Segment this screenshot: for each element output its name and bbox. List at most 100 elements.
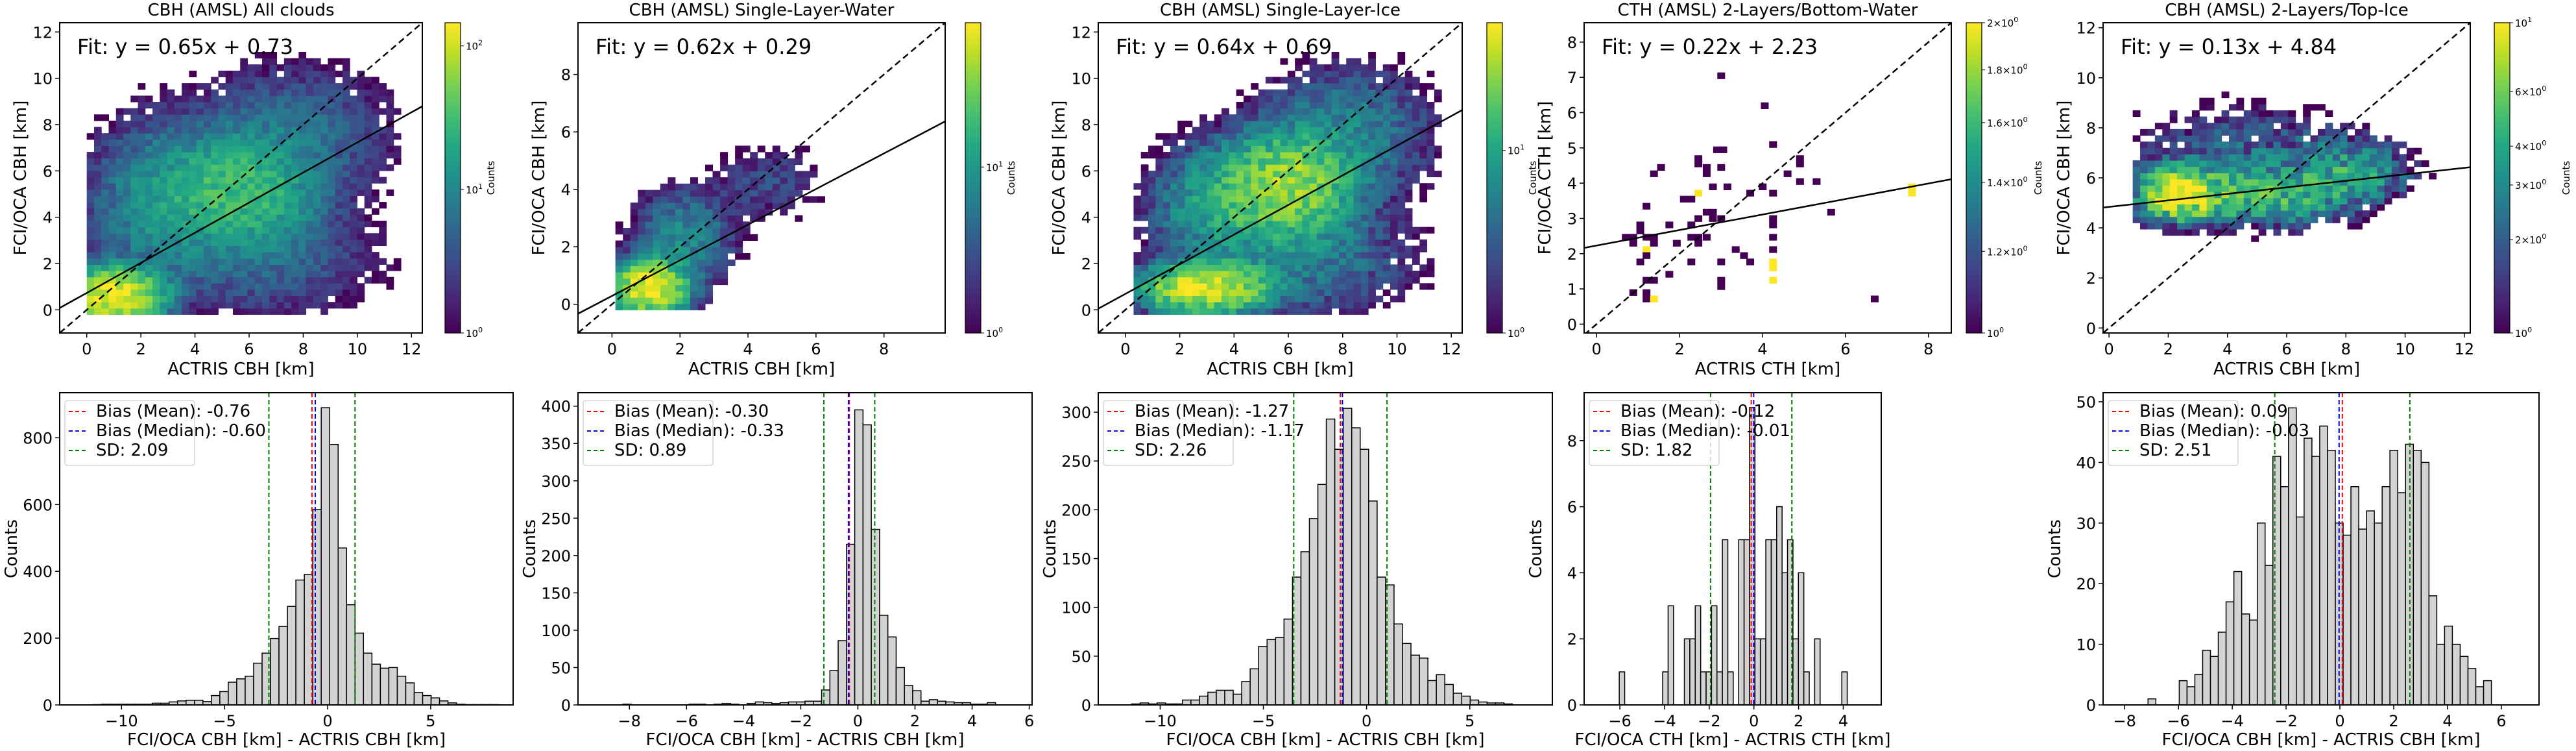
heatmap-cell (1185, 133, 1193, 140)
heatmap-cell (1214, 277, 1222, 284)
heatmap-cell (283, 227, 292, 234)
heatmap-cell (1170, 295, 1178, 302)
heatmap-cell (1251, 264, 1259, 271)
heatmap-cell (720, 265, 728, 273)
heatmap-cell (225, 120, 234, 128)
heatmap-cell (2332, 191, 2341, 199)
heatmap-cell (379, 139, 387, 146)
heatmap-cell (225, 183, 234, 190)
y-tick-label: 30 (2076, 515, 2096, 533)
heatmap-cell (1338, 239, 1347, 247)
heatmap-cell (1177, 214, 1186, 221)
heatmap-cell (1346, 308, 1354, 315)
heatmap-cell (203, 183, 211, 190)
heatmap-cell (1309, 64, 1318, 71)
heatmap-cell (1251, 195, 1259, 203)
histogram-bar (1317, 484, 1327, 706)
heatmap-cell (225, 239, 234, 247)
heatmap-cell (2243, 173, 2252, 180)
heatmap-cell (2221, 147, 2230, 154)
heatmap-cell (660, 196, 668, 203)
heatmap-cell (174, 277, 182, 284)
heatmap-cell (2177, 179, 2185, 186)
heatmap-cell (1390, 189, 1398, 196)
heatmap-cell (2295, 191, 2304, 199)
heatmap-cell (2243, 179, 2252, 186)
heatmap-cell (1185, 195, 1193, 203)
heatmap-cell (203, 189, 211, 196)
heatmap-cell (2399, 179, 2407, 186)
heatmap-cell (1397, 51, 1406, 59)
heatmap-cell (313, 271, 321, 278)
heatmap-cell (2384, 160, 2392, 167)
heatmap-cell (1280, 208, 1288, 215)
heatmap-cell (269, 245, 278, 252)
histogram-bar (1738, 539, 1745, 706)
heatmap-cell (2258, 185, 2267, 192)
heatmap-cell (152, 127, 160, 134)
heatmap-cell (123, 227, 131, 234)
y-tick-label: 8 (561, 66, 571, 84)
heatmap-cell (298, 277, 307, 284)
x-tick-label: 0 (1120, 340, 1130, 358)
heatmap-cell (1214, 195, 1222, 203)
heatmap-cell (298, 133, 307, 140)
heatmap-cell (675, 203, 683, 210)
heatmap-cell (1222, 183, 1229, 190)
heatmap-cell (306, 101, 314, 109)
heatmap-cell (1162, 308, 1171, 315)
heatmap-cell (254, 183, 263, 190)
heatmap-cell (189, 289, 197, 297)
heatmap-cell (712, 208, 721, 216)
heatmap-cell (379, 145, 387, 153)
heatmap-cell (1251, 133, 1259, 140)
heatmap-cell (357, 220, 365, 228)
heatmap-cell (1368, 195, 1376, 203)
heatmap-cell (283, 120, 292, 128)
heatmap-cell (705, 190, 714, 197)
histogram-bar (228, 682, 237, 706)
heatmap-cell (1222, 252, 1229, 259)
heatmap-cell (1192, 289, 1200, 297)
heatmap-cell (1426, 158, 1435, 165)
heatmap-cell (247, 64, 256, 71)
heatmap-cell (1404, 183, 1413, 190)
heatmap-cell (232, 227, 241, 234)
heatmap-cell (1346, 108, 1354, 115)
heatmap-cell (1346, 252, 1354, 259)
heatmap-cell (1338, 77, 1347, 84)
heatmap-cell (1251, 271, 1259, 278)
heatmap-cell (1140, 189, 1149, 196)
heatmap-cell (2147, 210, 2156, 217)
heatmap-cell (2169, 166, 2178, 173)
heatmap-cell (2169, 185, 2178, 192)
heatmap-cell (1404, 133, 1413, 140)
heatmap-cell (182, 202, 189, 209)
heatmap-cell (232, 108, 241, 115)
heatmap-cell (1222, 227, 1229, 234)
heatmap-cell (2228, 223, 2237, 230)
heatmap-cell (2243, 216, 2252, 223)
heatmap-cell (182, 220, 189, 228)
heatmap-cell (182, 283, 189, 290)
heatmap-cell (1382, 139, 1391, 146)
heatmap-cell (130, 239, 139, 247)
heatmap-cell (787, 158, 795, 166)
heatmap-cell (1404, 252, 1413, 259)
heatmap-cell (1360, 70, 1369, 77)
heatmap-cell (735, 215, 743, 222)
heatmap-cell (189, 139, 197, 146)
histogram-bars (622, 409, 996, 706)
heatmap-cell (2340, 191, 2348, 199)
heatmap-cell (1265, 302, 1273, 309)
heatmap-cell (225, 108, 234, 115)
fit-equation: Fit: y = 0.22x + 2.23 (1602, 34, 1818, 59)
heatmap-cell (1236, 258, 1244, 265)
heatmap-cell (630, 221, 638, 228)
heatmap-cell (2280, 197, 2289, 204)
heatmap-cell (108, 233, 117, 240)
heatmap-cell (123, 108, 131, 115)
heatmap-cell (2362, 185, 2370, 192)
heatmap-cell (2132, 216, 2141, 223)
